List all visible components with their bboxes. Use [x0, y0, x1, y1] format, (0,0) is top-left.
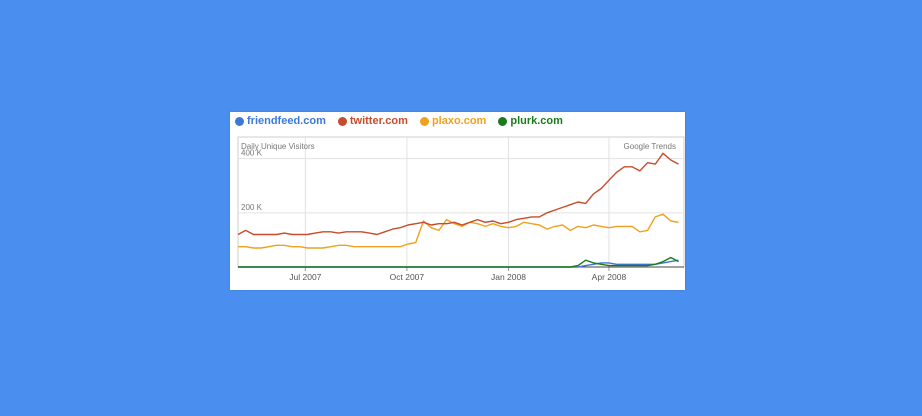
x-tick-label: Jan 2008 — [491, 272, 526, 282]
chart-legend: friendfeed.com twitter.com plaxo.com plurk.… — [235, 115, 563, 127]
series-line-plurk-com — [238, 256, 679, 268]
y-axis-label: Daily Unique Visitors — [241, 142, 315, 151]
y-tick-label: 200 K — [241, 203, 263, 212]
x-tick-label: Apr 2008 — [592, 272, 627, 282]
legend-label: twitter.com — [349, 115, 408, 127]
legend-label: plurk.com — [510, 115, 563, 127]
legend-dot-icon — [419, 116, 429, 126]
legend-dot-icon — [337, 116, 347, 126]
series-line-plaxo-com — [238, 213, 679, 249]
trends-chart-card: friendfeed.com twitter.com plaxo.com plurk.… — [230, 112, 685, 290]
google-trends-watermark: Google Trends — [624, 142, 676, 151]
x-tick-label: Jul 2007 — [289, 272, 321, 282]
legend-dot-icon — [235, 116, 244, 126]
legend-item-plaxo-com[interactable]: plaxo.com — [419, 115, 487, 127]
legend-item-plurk-com[interactable]: plurk.com — [498, 115, 563, 127]
legend-item-twitter-com[interactable]: twitter.com — [337, 115, 408, 127]
legend-item-friendfeed-com[interactable]: friendfeed.com — [235, 115, 326, 127]
legend-label: friendfeed.com — [247, 115, 326, 127]
x-tick-label: Oct 2007 — [390, 272, 425, 282]
legend-label: plaxo.com — [431, 115, 487, 127]
legend-dot-icon — [498, 116, 508, 126]
y-tick-label: 400 K — [241, 149, 263, 158]
series-line-twitter-com — [237, 152, 679, 236]
